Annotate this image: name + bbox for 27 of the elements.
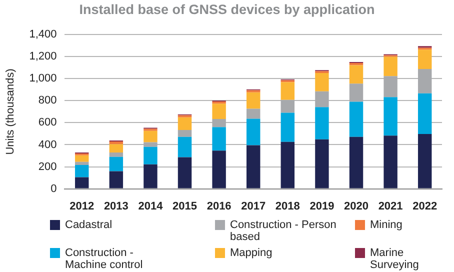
y-tick-label: 600 (38, 116, 57, 129)
x-tick-label: 2013 (104, 200, 128, 212)
y-axis-title: Units (thousands) (4, 68, 17, 155)
x-tick-label: 2018 (275, 200, 300, 212)
legend-label: Marine Surveying (370, 247, 420, 271)
y-tick-label: 1,200 (29, 50, 57, 63)
legend-label: Construction - Machine control (65, 247, 144, 271)
x-tick-label: 2016 (206, 200, 232, 212)
y-tick-label: 800 (38, 94, 57, 107)
x-tick-label: 2020 (344, 200, 368, 212)
chart-title: Installed base of GNSS devices by application (78, 2, 376, 17)
x-tick-label: 2012 (70, 200, 94, 212)
x-tick-label: 2021 (378, 200, 403, 212)
x-tick-label: 2014 (138, 200, 164, 212)
x-tick-label: 2015 (172, 200, 198, 212)
legend-label: Mapping (230, 247, 272, 259)
legend-label: Construction - Person based (230, 219, 338, 243)
y-tick-label: 0 (50, 182, 57, 195)
y-tick-label: 400 (38, 138, 57, 151)
y-tick-label: 200 (38, 160, 57, 173)
y-tick-label: 1,400 (29, 28, 57, 41)
x-tick-label: 2019 (310, 200, 334, 212)
x-tick-label: 2022 (412, 200, 438, 212)
y-tick-label: 1,000 (29, 72, 57, 85)
x-tick-label: 2017 (241, 200, 266, 212)
legend-label: Mining (370, 219, 402, 231)
legend-label: Cadastral (65, 219, 112, 231)
